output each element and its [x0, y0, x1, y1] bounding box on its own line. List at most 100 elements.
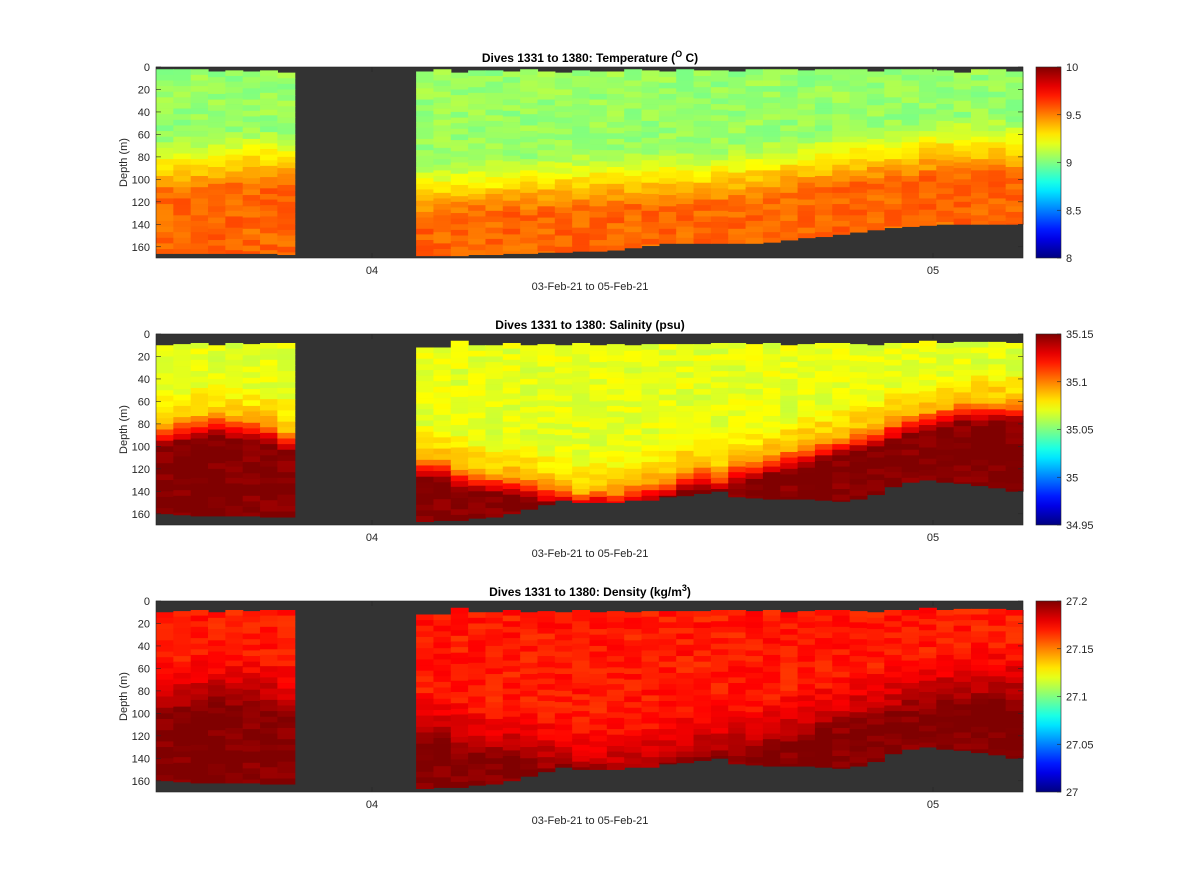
heatmap-cell [797, 490, 816, 497]
heatmap-cell [589, 345, 608, 352]
heatmap-cell [468, 769, 487, 776]
heatmap-cell [520, 243, 539, 250]
heatmap-cell [693, 210, 712, 217]
heatmap-cell [225, 171, 244, 178]
heatmap-cell [953, 420, 972, 427]
heatmap-cell [832, 739, 851, 746]
heatmap-cell [901, 472, 920, 479]
heatmap-cell [208, 373, 226, 380]
heatmap-cell [658, 723, 677, 730]
heatmap-cell [988, 181, 1007, 188]
heatmap-cell [520, 769, 539, 776]
heatmap-cell [728, 683, 747, 690]
heatmap-cell [537, 122, 556, 129]
heatmap-cell [814, 147, 833, 154]
heatmap-cell [745, 740, 764, 747]
heatmap-cell [1005, 376, 1024, 383]
heatmap-cell [988, 74, 1007, 81]
heatmap-cell [485, 463, 504, 470]
heatmap-cell [173, 349, 192, 356]
heatmap-cell [520, 685, 539, 692]
heatmap-cell [416, 155, 435, 162]
heatmap-cell [641, 205, 660, 212]
heatmap-cell [485, 154, 504, 161]
heatmap-cell [502, 172, 521, 179]
heatmap-cell [918, 658, 937, 665]
heatmap-cell [606, 217, 625, 224]
heatmap-cell [849, 689, 868, 696]
heatmap-cell [762, 226, 781, 233]
heatmap-cell [676, 450, 695, 457]
heatmap-cell [710, 75, 729, 83]
heatmap-cell [190, 131, 209, 138]
heatmap-cell [554, 190, 573, 197]
heatmap-cell [866, 110, 885, 117]
heatmap-cell [693, 740, 712, 747]
heatmap-cell [624, 451, 643, 458]
heatmap-cell [676, 490, 695, 497]
heatmap-cell [658, 633, 677, 640]
heatmap-cell [502, 393, 521, 400]
heatmap-cell [190, 410, 209, 417]
heatmap-cell [936, 621, 955, 628]
heatmap-cell [208, 378, 226, 385]
heatmap-cell [641, 81, 660, 88]
heatmap-cell [693, 751, 712, 758]
heatmap-cell [745, 667, 764, 674]
heatmap-cell [260, 472, 278, 479]
heatmap-cell [797, 650, 816, 657]
heatmap-cell [242, 706, 261, 713]
heatmap-cell [658, 195, 677, 202]
heatmap-cell [849, 450, 868, 457]
heatmap-cell [208, 166, 226, 174]
heatmap-cell [572, 427, 591, 434]
heatmap-cell [780, 350, 799, 357]
heatmap-cell [450, 481, 469, 488]
heatmap-cell [676, 377, 695, 384]
heatmap-cell [918, 385, 937, 392]
heatmap-cell [710, 238, 729, 244]
heatmap-cell [849, 69, 868, 76]
heatmap-cell [468, 775, 487, 782]
heatmap-cell [780, 204, 799, 211]
heatmap-cell [762, 142, 781, 149]
heatmap-cell [797, 422, 816, 429]
heatmap-cell [641, 70, 660, 77]
heatmap-cell [780, 362, 799, 369]
heatmap-cell [450, 213, 469, 220]
heatmap-cell [554, 106, 573, 113]
heatmap-cell [589, 612, 608, 619]
heatmap-cell [676, 102, 695, 109]
heatmap-cell [658, 411, 677, 418]
heatmap-cell [797, 667, 816, 674]
heatmap-cell [884, 108, 903, 115]
heatmap-cell [866, 713, 885, 720]
heatmap-cell [797, 729, 816, 736]
heatmap-cell [988, 403, 1007, 410]
heatmap-cell [225, 511, 244, 517]
heatmap-cell [797, 377, 816, 384]
heatmap-cell [520, 735, 539, 742]
heatmap-cell [468, 362, 487, 369]
heatmap-cell [433, 220, 452, 227]
heatmap-cell [572, 722, 591, 729]
heatmap-cell [190, 778, 209, 784]
heatmap-cell [745, 473, 764, 480]
heatmap-cell [745, 209, 764, 216]
heatmap-cell [606, 349, 625, 356]
heatmap-cell [190, 192, 209, 199]
heatmap-cell [572, 615, 591, 622]
heatmap-cell [728, 421, 747, 428]
heatmap-cell [225, 115, 244, 122]
heatmap-cell [710, 177, 729, 184]
heatmap-cell [745, 192, 764, 199]
heatmap-cell [762, 74, 781, 81]
heatmap-cell [710, 756, 729, 759]
heatmap-cell [936, 671, 955, 678]
heatmap-cell [537, 217, 556, 224]
heatmap-cell [537, 366, 556, 373]
heatmap-cell [225, 739, 244, 746]
heatmap-cell [832, 643, 851, 650]
heatmap-cell [520, 80, 539, 87]
heatmap-cell [190, 438, 209, 445]
